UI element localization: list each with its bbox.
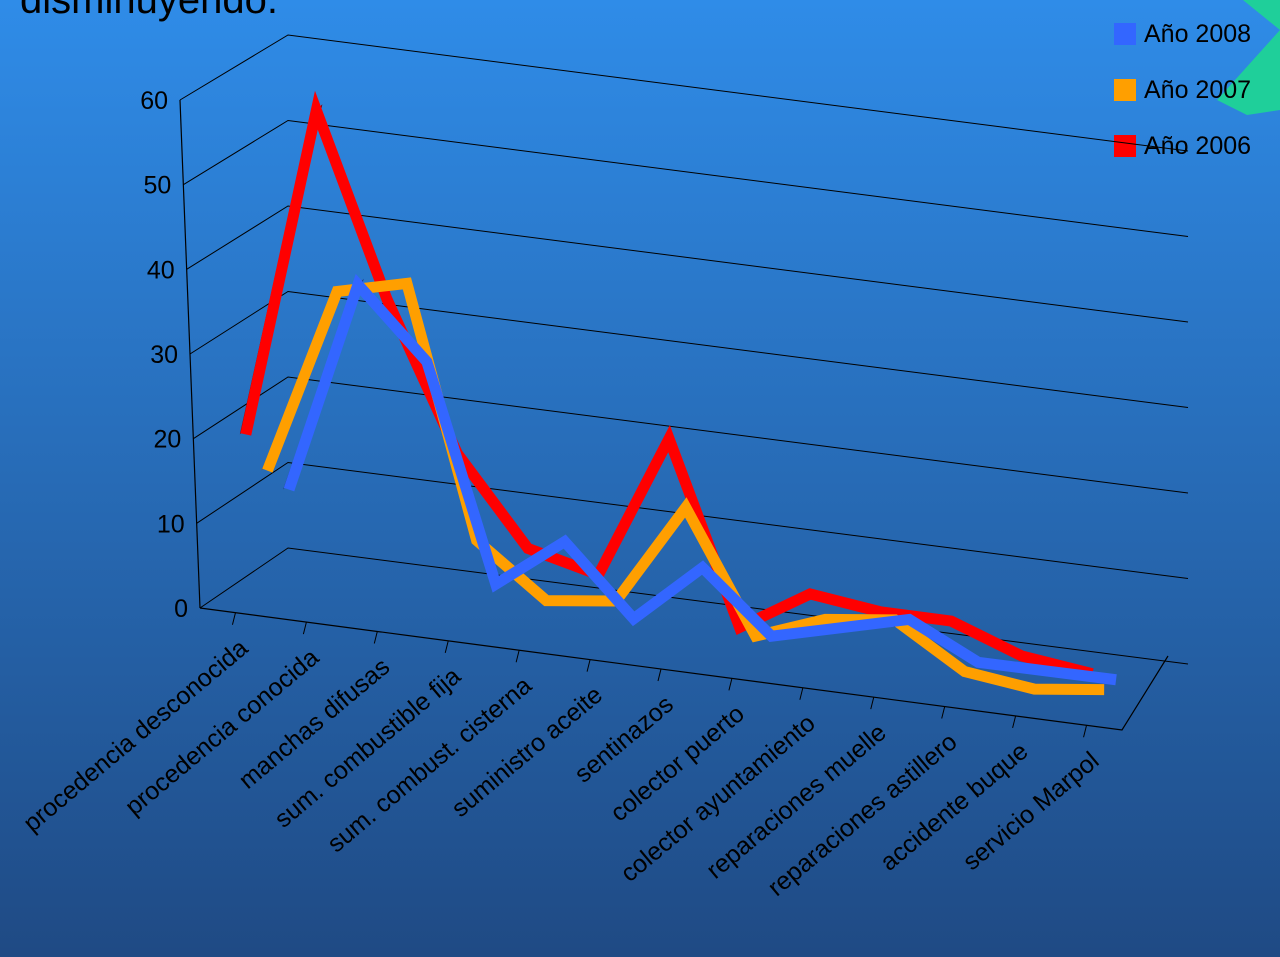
x-tick-label-5: suministro aceite [446,681,608,823]
gridline-20 [193,376,1189,494]
x-tick-10 [941,706,946,719]
x-tick-label-11: accidente buque [875,737,1034,876]
x-tick-6 [657,668,662,682]
x-tick-1 [302,621,307,635]
y-tick-label-30: 30 [150,341,178,369]
legend-label-2008: Año 2008 [1144,19,1252,48]
x-axis-floor [199,607,1169,731]
gridline-60 [179,34,1189,152]
x-tick-8 [799,687,804,700]
gridline-50 [183,119,1189,237]
y-tick-label-40: 40 [147,256,175,284]
slide-title-fragment: disminuyendo. [20,0,278,22]
x-tick-7 [728,678,733,691]
legend-item-2007: Año 2007 [1114,62,1251,118]
legend-label-2006: Año 2006 [1144,131,1252,160]
legend-item-2006: Año 2006 [1114,118,1251,174]
x-tick-12 [1083,725,1088,738]
y-tick-label-10: 10 [157,510,185,538]
gridline-0 [199,547,1189,665]
y-tick-label-60: 60 [140,87,168,115]
legend-item-2008: Año 2008 [1114,6,1251,62]
x-tick-9 [870,697,875,710]
x-tick-5 [586,659,591,672]
series-line-0 [283,273,1117,686]
x-tick-3 [444,640,449,653]
corner-decoration-shape [1217,0,1280,115]
x-tick-0 [231,612,236,625]
gridline-40 [186,205,1189,323]
legend-swatch-2008 [1114,23,1136,45]
y-tick-label-50: 50 [144,172,172,200]
legend-label-2007: Año 2007 [1144,75,1252,104]
gridline-30 [189,290,1189,408]
chart-legend: Año 2008 Año 2007 Año 2006 [1114,6,1251,174]
x-tick-11 [1012,715,1017,729]
y-tick-label-20: 20 [154,426,182,454]
y-tick-label-0: 0 [174,595,188,623]
x-tick-2 [373,631,378,644]
legend-swatch-2006 [1114,135,1136,157]
x-tick-4 [515,650,520,663]
legend-swatch-2007 [1114,79,1136,101]
gridline-10 [196,461,1189,579]
